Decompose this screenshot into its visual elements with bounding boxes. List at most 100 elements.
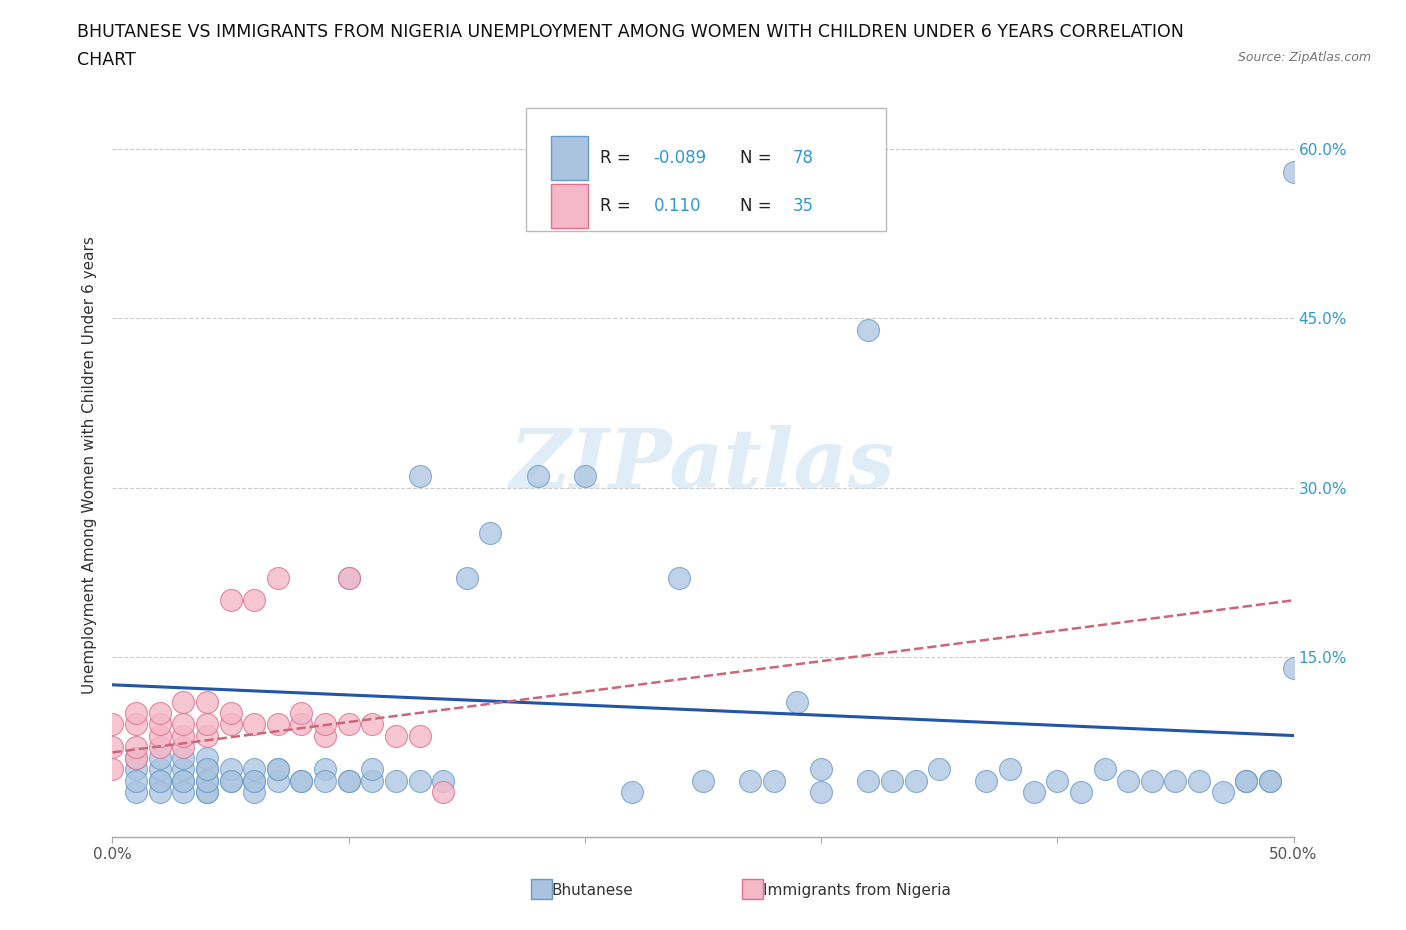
- FancyBboxPatch shape: [551, 136, 589, 180]
- Text: Bhutanese: Bhutanese: [553, 883, 634, 897]
- Point: [149, 773, 172, 788]
- Point: [385, 773, 408, 788]
- Point: [149, 751, 172, 765]
- Point: [172, 762, 194, 777]
- Point: [172, 751, 194, 765]
- Point: [408, 469, 430, 484]
- Text: BHUTANESE VS IMMIGRANTS FROM NIGERIA UNEMPLOYMENT AMONG WOMEN WITH CHILDREN UNDE: BHUTANESE VS IMMIGRANTS FROM NIGERIA UNE…: [77, 23, 1184, 41]
- Point: [1282, 165, 1305, 179]
- Point: [125, 751, 148, 765]
- Point: [668, 570, 690, 585]
- Point: [314, 728, 336, 743]
- Point: [290, 706, 312, 721]
- Point: [267, 570, 290, 585]
- Point: [219, 762, 242, 777]
- Y-axis label: Unemployment Among Women with Children Under 6 years: Unemployment Among Women with Children U…: [82, 236, 97, 694]
- Point: [290, 717, 312, 732]
- Point: [786, 695, 808, 710]
- Point: [337, 570, 360, 585]
- Point: [101, 762, 124, 777]
- Point: [149, 706, 172, 721]
- Point: [195, 762, 218, 777]
- Point: [526, 469, 548, 484]
- Point: [172, 739, 194, 754]
- Point: [149, 773, 172, 788]
- Point: [1070, 785, 1092, 800]
- Point: [1234, 773, 1257, 788]
- Point: [810, 762, 832, 777]
- Point: [243, 773, 266, 788]
- Point: [267, 773, 290, 788]
- Point: [267, 762, 290, 777]
- Point: [574, 469, 596, 484]
- Point: [125, 706, 148, 721]
- Point: [361, 717, 384, 732]
- Point: [621, 785, 644, 800]
- Point: [195, 717, 218, 732]
- Point: [385, 728, 408, 743]
- Point: [290, 773, 312, 788]
- Point: [1116, 773, 1139, 788]
- Point: [125, 773, 148, 788]
- Point: [172, 717, 194, 732]
- Point: [243, 762, 266, 777]
- Point: [928, 762, 950, 777]
- Text: CHART: CHART: [77, 51, 136, 69]
- Point: [149, 717, 172, 732]
- Point: [267, 717, 290, 732]
- Point: [1282, 660, 1305, 675]
- Point: [101, 717, 124, 732]
- Point: [195, 773, 218, 788]
- Point: [172, 773, 194, 788]
- Point: [408, 728, 430, 743]
- Point: [195, 785, 218, 800]
- Text: 78: 78: [793, 149, 814, 167]
- Point: [998, 762, 1021, 777]
- Point: [195, 773, 218, 788]
- Point: [361, 773, 384, 788]
- Point: [125, 751, 148, 765]
- Point: [195, 728, 218, 743]
- Point: [858, 773, 880, 788]
- Point: [125, 739, 148, 754]
- Point: [219, 706, 242, 721]
- Point: [195, 785, 218, 800]
- Point: [149, 739, 172, 754]
- Point: [290, 773, 312, 788]
- Point: [1140, 773, 1163, 788]
- Point: [243, 773, 266, 788]
- Point: [1094, 762, 1116, 777]
- Point: [692, 773, 714, 788]
- Point: [858, 323, 880, 338]
- Point: [314, 762, 336, 777]
- Point: [243, 592, 266, 607]
- Point: [172, 695, 194, 710]
- Point: [195, 762, 218, 777]
- Text: R =: R =: [600, 197, 637, 215]
- Point: [149, 728, 172, 743]
- Point: [219, 773, 242, 788]
- Text: R =: R =: [600, 149, 637, 167]
- Point: [314, 717, 336, 732]
- Point: [195, 751, 218, 765]
- Point: [1258, 773, 1281, 788]
- Point: [1164, 773, 1187, 788]
- Point: [149, 785, 172, 800]
- Point: [762, 773, 785, 788]
- Text: ZIPatlas: ZIPatlas: [510, 425, 896, 505]
- Point: [361, 762, 384, 777]
- Point: [314, 773, 336, 788]
- Point: [408, 773, 430, 788]
- FancyBboxPatch shape: [526, 108, 886, 231]
- Point: [219, 592, 242, 607]
- Point: [479, 525, 502, 540]
- Point: [1188, 773, 1211, 788]
- Point: [125, 785, 148, 800]
- Point: [219, 773, 242, 788]
- Text: -0.089: -0.089: [654, 149, 707, 167]
- Point: [810, 785, 832, 800]
- Point: [456, 570, 478, 585]
- Point: [1258, 773, 1281, 788]
- Text: N =: N =: [740, 149, 776, 167]
- Point: [1022, 785, 1045, 800]
